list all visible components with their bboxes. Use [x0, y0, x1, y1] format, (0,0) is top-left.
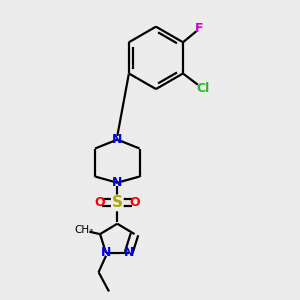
Text: F: F [195, 22, 204, 35]
Text: Cl: Cl [196, 82, 210, 95]
Text: O: O [129, 196, 140, 209]
Text: N: N [112, 176, 122, 189]
Text: S: S [112, 195, 123, 210]
Text: CH₃: CH₃ [74, 225, 94, 235]
Text: N: N [112, 133, 122, 146]
Text: O: O [95, 196, 105, 209]
Text: N: N [123, 246, 134, 259]
Text: N: N [101, 246, 111, 259]
